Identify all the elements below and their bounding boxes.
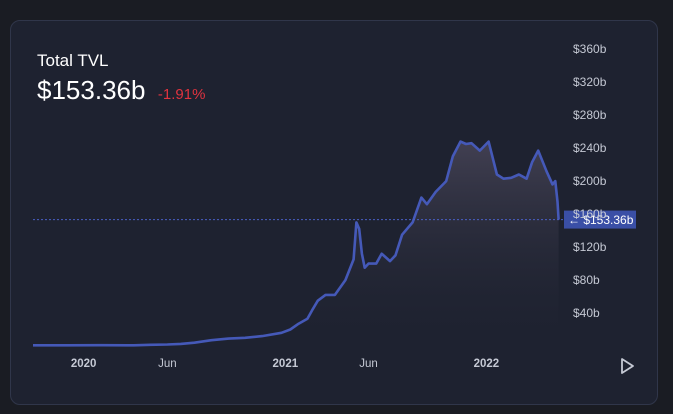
- tvl-summary: $153.36b -1.91%: [37, 75, 205, 106]
- current-value-label-bg: [564, 210, 636, 229]
- play-icon: [621, 358, 634, 374]
- x-tick-label: 2020: [71, 358, 97, 370]
- tvl-area-fill: [33, 141, 559, 346]
- y-tick-label: $120b: [573, 240, 607, 254]
- chart-card: ← $153.36b $40b $80b $120b $160b $200b $240b $…: [10, 20, 658, 405]
- y-tick-label: $240b: [573, 141, 607, 155]
- tvl-line: [33, 140, 560, 347]
- tvl-change-percent: -1.91%: [157, 86, 206, 103]
- y-tick-label: $200b: [573, 174, 607, 188]
- current-value-label: ← $153.36b: [568, 213, 634, 227]
- y-tick-label: $360b: [573, 42, 607, 56]
- x-tick-label: 2022: [474, 358, 500, 370]
- chart-title: Total TVL: [37, 51, 109, 70]
- y-tick-label: $40b: [573, 306, 600, 320]
- y-tick-label: $320b: [573, 75, 607, 89]
- play-button[interactable]: [618, 357, 636, 375]
- y-tick-label: $80b: [573, 273, 600, 287]
- y-tick-label: $280b: [573, 108, 607, 122]
- y-tick-label: $160b: [573, 207, 607, 221]
- current-tvl-value: $153.36b: [37, 75, 146, 105]
- x-tick-label: 2021: [273, 358, 299, 370]
- tvl-area-chart: ← $153.36b $40b $80b $120b $160b $200b $240b $…: [33, 42, 636, 370]
- x-tick-label: Jun: [158, 358, 177, 370]
- x-tick-label: Jun: [359, 358, 378, 370]
